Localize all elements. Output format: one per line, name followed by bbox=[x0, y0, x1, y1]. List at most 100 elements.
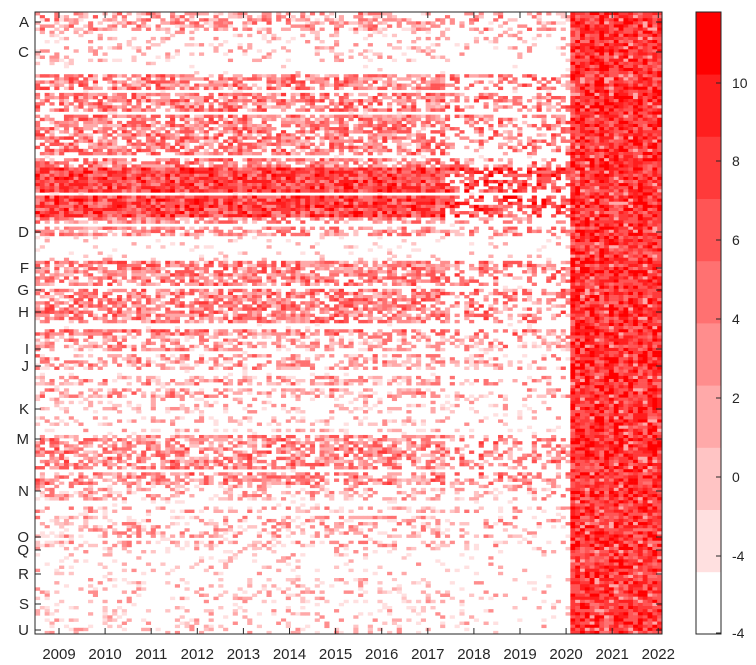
heatmap-cell bbox=[406, 46, 412, 50]
heatmap-cell bbox=[184, 195, 190, 199]
heatmap-cell bbox=[647, 167, 653, 171]
heatmap-cell bbox=[261, 148, 267, 153]
heatmap-cell bbox=[145, 27, 152, 31]
heatmap-cell bbox=[498, 183, 504, 187]
heatmap-cell bbox=[194, 151, 200, 156]
heatmap-cell bbox=[285, 176, 291, 181]
heatmap-cell bbox=[39, 18, 45, 22]
heatmap-cell bbox=[435, 179, 441, 184]
heatmap-cell bbox=[92, 74, 98, 78]
heatmap-cell bbox=[107, 86, 113, 91]
heatmap-cell bbox=[165, 179, 171, 184]
heatmap-cell bbox=[213, 148, 219, 153]
heatmap-cell bbox=[488, 189, 494, 193]
heatmap-cell bbox=[372, 127, 378, 131]
heatmap-cell bbox=[208, 74, 214, 78]
heatmap-cell bbox=[444, 105, 451, 109]
heatmap-cell bbox=[44, 139, 50, 143]
heatmap-cell bbox=[184, 167, 190, 171]
heatmap-cell bbox=[237, 139, 243, 143]
heatmap-cell bbox=[594, 198, 600, 203]
heatmap-cell bbox=[203, 139, 209, 143]
heatmap-cell bbox=[314, 167, 320, 171]
heatmap-cell bbox=[473, 39, 480, 44]
heatmap-cell bbox=[440, 117, 446, 122]
heatmap-cell bbox=[107, 145, 113, 150]
heatmap-cell bbox=[247, 33, 253, 38]
heatmap-cell bbox=[454, 80, 460, 84]
heatmap-cell bbox=[150, 195, 156, 199]
heatmap-cell bbox=[198, 117, 205, 122]
heatmap-cell bbox=[560, 120, 566, 125]
heatmap-cell bbox=[416, 27, 422, 31]
heatmap-cell bbox=[314, 21, 320, 25]
heatmap-cell bbox=[44, 136, 50, 140]
heatmap-cell bbox=[280, 164, 287, 168]
heatmap-cell bbox=[444, 195, 451, 199]
heatmap-cell bbox=[242, 15, 248, 19]
heatmap-cell bbox=[440, 148, 446, 153]
heatmap-cell bbox=[473, 18, 480, 22]
heatmap-cell bbox=[150, 102, 156, 106]
heatmap-cell bbox=[300, 176, 306, 181]
heatmap-cell bbox=[382, 74, 388, 78]
heatmap-cell bbox=[512, 145, 518, 150]
heatmap-cell bbox=[252, 142, 258, 147]
heatmap-cell bbox=[116, 21, 123, 25]
heatmap-cell bbox=[536, 18, 542, 22]
heatmap-cell bbox=[589, 36, 595, 41]
heatmap-cell bbox=[584, 43, 590, 47]
heatmap-cell bbox=[541, 24, 547, 28]
heatmap-cell bbox=[372, 77, 378, 81]
heatmap-cell bbox=[541, 170, 547, 175]
heatmap-cell bbox=[387, 95, 393, 100]
heatmap-cell bbox=[184, 102, 190, 106]
heatmap-cell bbox=[198, 176, 205, 181]
heatmap-cell bbox=[401, 117, 407, 122]
heatmap-cell bbox=[280, 183, 287, 187]
heatmap-cell bbox=[290, 74, 296, 78]
heatmap-cell bbox=[512, 195, 518, 199]
heatmap-cell bbox=[570, 15, 576, 19]
heatmap-cell bbox=[483, 105, 489, 109]
heatmap-cell bbox=[493, 83, 499, 87]
heatmap-cell bbox=[584, 21, 590, 25]
heatmap-cell bbox=[642, 120, 648, 125]
heatmap-cell bbox=[290, 204, 296, 209]
heatmap-cell bbox=[623, 151, 629, 156]
heatmap-cell bbox=[657, 43, 663, 47]
heatmap-cell bbox=[498, 179, 504, 184]
heatmap-cell bbox=[589, 130, 595, 134]
heatmap-cell bbox=[618, 123, 624, 128]
heatmap-cell bbox=[657, 148, 663, 153]
heatmap-cell bbox=[608, 55, 615, 59]
heatmap-cell bbox=[324, 136, 330, 140]
heatmap-cell bbox=[285, 142, 291, 147]
heatmap-cell bbox=[242, 117, 248, 122]
heatmap-cell bbox=[39, 133, 45, 137]
heatmap-cell bbox=[613, 179, 619, 184]
heatmap-cell bbox=[372, 95, 378, 100]
heatmap-cell bbox=[44, 145, 50, 150]
heatmap-cell bbox=[141, 148, 147, 153]
heatmap-cell bbox=[150, 189, 156, 193]
heatmap-cell bbox=[194, 145, 200, 150]
heatmap-cell bbox=[309, 176, 316, 181]
heatmap-cell bbox=[102, 127, 108, 131]
heatmap-cell bbox=[647, 158, 653, 162]
heatmap-cell bbox=[121, 183, 127, 187]
heatmap-cell bbox=[464, 136, 470, 140]
heatmap-cell bbox=[223, 108, 229, 112]
heatmap-cell bbox=[59, 83, 65, 87]
heatmap-cell bbox=[584, 164, 590, 168]
heatmap-cell bbox=[194, 204, 200, 209]
heatmap-cell bbox=[623, 39, 629, 44]
heatmap-cell bbox=[642, 99, 648, 103]
heatmap-cell bbox=[526, 46, 533, 50]
heatmap-cell bbox=[387, 176, 393, 181]
heatmap-cell bbox=[377, 179, 383, 184]
heatmap-cell bbox=[401, 145, 407, 150]
heatmap-cell bbox=[194, 12, 200, 16]
heatmap-cell bbox=[271, 183, 277, 187]
heatmap-cell bbox=[170, 145, 176, 150]
